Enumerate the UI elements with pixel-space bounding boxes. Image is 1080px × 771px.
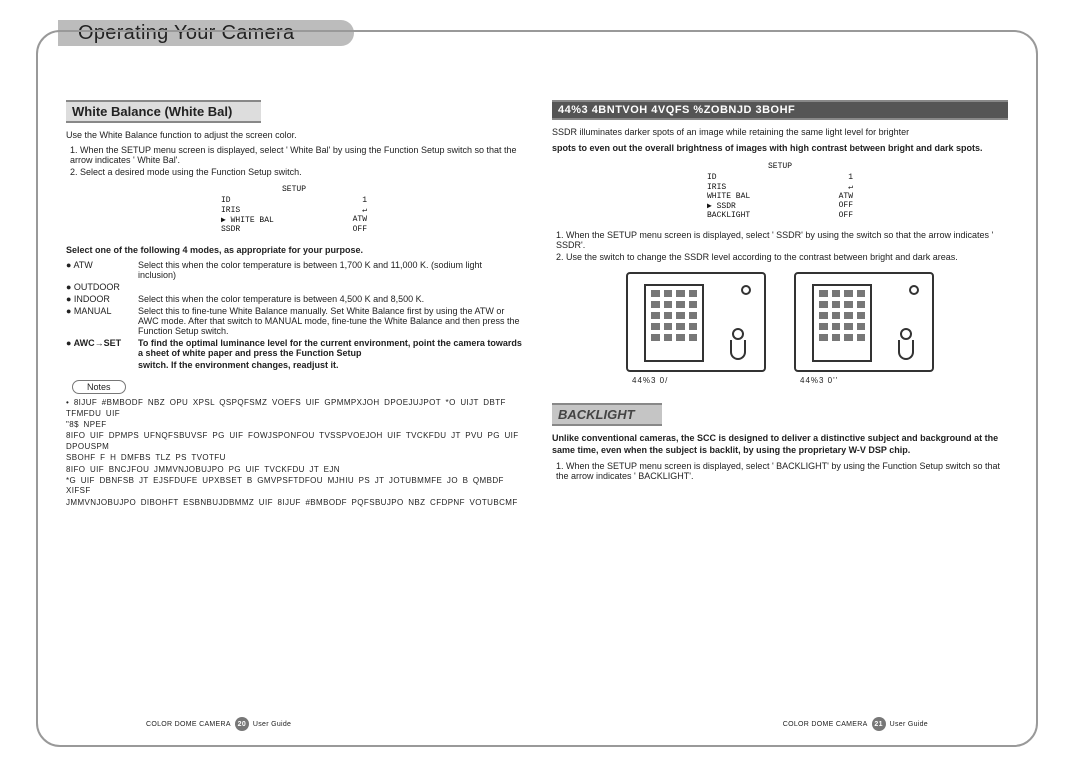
- osd-row: ▶ SSDR: [707, 201, 736, 211]
- ssdr-header: 44%3 4BNTVOH 4VQFS %ZOBNJD 3BOHF: [552, 100, 1008, 120]
- sun-icon: [904, 282, 924, 302]
- ssdr-steps: 1. When the SETUP menu screen is display…: [556, 230, 1008, 262]
- page-footer: COLOR DOME CAMERA 20 User Guide COLOR DO…: [66, 717, 1008, 735]
- opt-atw: ● ATW: [66, 260, 138, 280]
- wb-intro: Use the White Balance function to adjust…: [66, 129, 522, 141]
- diagram-ssdr-on: 44%3 0/: [626, 272, 766, 385]
- switch-line: switch. If the environment changes, read…: [138, 360, 522, 370]
- note-line: *G UIF DBNFSB JT EJSFDUFE UPXBSET B GMVP…: [66, 476, 522, 497]
- wb-osd-menu: SETUP ID1 IRIS↵ ▶ WHITE BALATW SSDROFF: [219, 185, 369, 234]
- options-list: ● ATWSelect this when the color temperat…: [66, 260, 522, 370]
- opt-outdoor: ● OUTDOOR: [66, 282, 138, 292]
- notes-block: • 8IJUF #BMBODF NBZ OPU XPSL QSPQFSMZ VO…: [66, 398, 522, 508]
- note-line: 8IFO UIF BNCJFOU JMMVNJOBUJPO PG UIF TVC…: [66, 465, 522, 475]
- footer-guide: User Guide: [253, 721, 291, 728]
- left-column: White Balance (White Bal) Use the White …: [66, 100, 522, 717]
- osd-row: ▶ WHITE BAL: [221, 215, 274, 225]
- opt-manual: ● MANUAL: [66, 306, 138, 336]
- footer-product: COLOR DOME CAMERA: [146, 721, 231, 728]
- diag-label-off: 44%3 0'': [794, 376, 934, 385]
- osd-row: SSDR: [221, 225, 240, 234]
- wb-step-2: 2. Select a desired mode using the Funct…: [70, 167, 522, 177]
- building-icon: [644, 284, 704, 362]
- ssdr-intro1: SSDR illuminates darker spots of an imag…: [552, 126, 1008, 138]
- osd-row: IRIS: [707, 182, 726, 192]
- page-number-right: 21: [872, 717, 886, 731]
- note-line: JMMVNJOBUJPO DIBOHFT ESBNBUJDBMMZ UIF 8I…: [66, 498, 522, 508]
- note-line: SBOHF F H DMFBS TLZ PS TVOTFU: [66, 453, 522, 463]
- options-intro: Select one of the following 4 modes, as …: [66, 244, 522, 256]
- notes-label: Notes: [72, 380, 126, 394]
- osd-row: WHITE BAL: [707, 192, 750, 201]
- footer-product: COLOR DOME CAMERA: [783, 721, 868, 728]
- ssdr-step-2: 2. Use the switch to change the SSDR lev…: [556, 252, 1008, 262]
- footer-right: COLOR DOME CAMERA 21 User Guide: [783, 717, 928, 731]
- ssdr-step-1: 1. When the SETUP menu screen is display…: [556, 230, 1008, 250]
- osd-row: BACKLIGHT: [707, 211, 750, 220]
- wb-step-1: 1. When the SETUP menu screen is display…: [70, 145, 522, 165]
- footer-left: COLOR DOME CAMERA 20 User Guide: [146, 717, 291, 731]
- diag-label-on: 44%3 0/: [626, 376, 766, 385]
- backlight-intro: Unlike conventional cameras, the SCC is …: [552, 432, 1008, 456]
- footer-guide: User Guide: [890, 721, 928, 728]
- osd-title: SETUP: [219, 185, 369, 194]
- note-line: 8IFO UIF DPMPS UFNQFSBUVSF PG UIF FOWJSP…: [66, 431, 522, 452]
- person-icon: [896, 328, 916, 364]
- page-number-left: 20: [235, 717, 249, 731]
- ssdr-intro2: spots to even out the overall brightness…: [552, 142, 1008, 154]
- osd-row: ID: [707, 173, 717, 182]
- ssdr-diagrams: 44%3 0/ 44%3 0'': [552, 272, 1008, 385]
- ssdr-osd-menu: SETUP ID1 IRIS↵ WHITE BALATW ▶ SSDROFF B…: [705, 162, 855, 220]
- wb-steps: 1. When the SETUP menu screen is display…: [70, 145, 522, 177]
- white-balance-header: White Balance (White Bal): [66, 100, 261, 123]
- sun-icon: [736, 282, 756, 302]
- osd-row: IRIS: [221, 205, 240, 215]
- page-frame: White Balance (White Bal) Use the White …: [36, 30, 1038, 747]
- osd-row: ID: [221, 196, 231, 205]
- opt-awc: ● AWC→SET: [66, 338, 138, 358]
- person-icon: [728, 328, 748, 364]
- note-line: "8$ NPEF: [66, 420, 522, 430]
- right-column: 44%3 4BNTVOH 4VQFS %ZOBNJD 3BOHF SSDR il…: [552, 100, 1008, 717]
- opt-indoor: ● INDOOR: [66, 294, 138, 304]
- backlight-header: BACKLIGHT: [552, 403, 662, 426]
- backlight-step-1: 1. When the SETUP menu screen is display…: [556, 461, 1008, 481]
- building-icon: [812, 284, 872, 362]
- osd-title: SETUP: [705, 162, 855, 171]
- diagram-ssdr-off: 44%3 0'': [794, 272, 934, 385]
- note-line: • 8IJUF #BMBODF NBZ OPU XPSL QSPQFSMZ VO…: [66, 398, 522, 419]
